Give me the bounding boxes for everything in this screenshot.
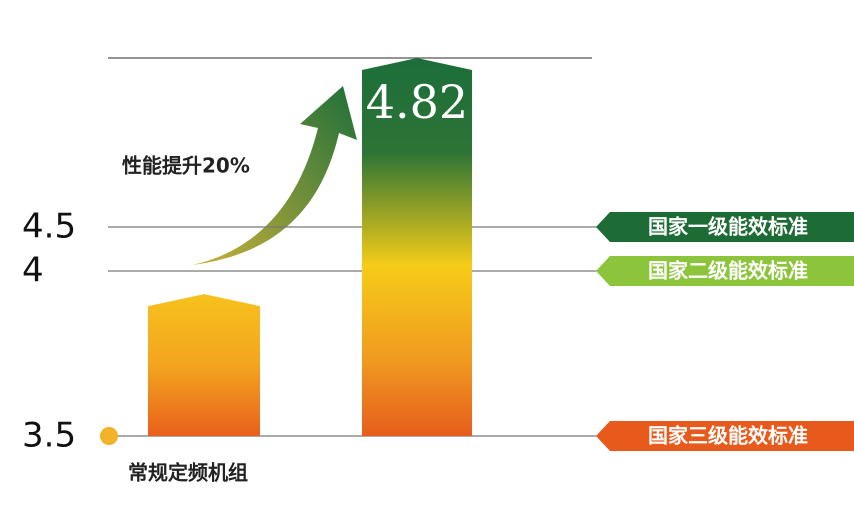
y-tick-label: 4.5 xyxy=(22,207,76,247)
bar xyxy=(148,294,260,436)
reference-tag xyxy=(596,212,854,242)
arrow xyxy=(192,86,357,265)
reference-label: 国家二级能效标准 xyxy=(648,259,808,283)
reference-tag xyxy=(596,256,854,286)
bar xyxy=(362,58,472,436)
reference-label: 国家三级能效标准 xyxy=(648,424,808,448)
x-tick-label: 常规定频机组 xyxy=(128,461,248,485)
annotation: 性能提升20% xyxy=(122,154,250,178)
reference-label: 国家一级能效标准 xyxy=(648,215,808,239)
axis-dot xyxy=(100,427,118,445)
reference-tag xyxy=(596,421,854,451)
y-tick-label: 4 xyxy=(22,251,44,291)
y-tick-label: 3.5 xyxy=(22,416,76,456)
value-label: 4.82 xyxy=(366,75,468,129)
